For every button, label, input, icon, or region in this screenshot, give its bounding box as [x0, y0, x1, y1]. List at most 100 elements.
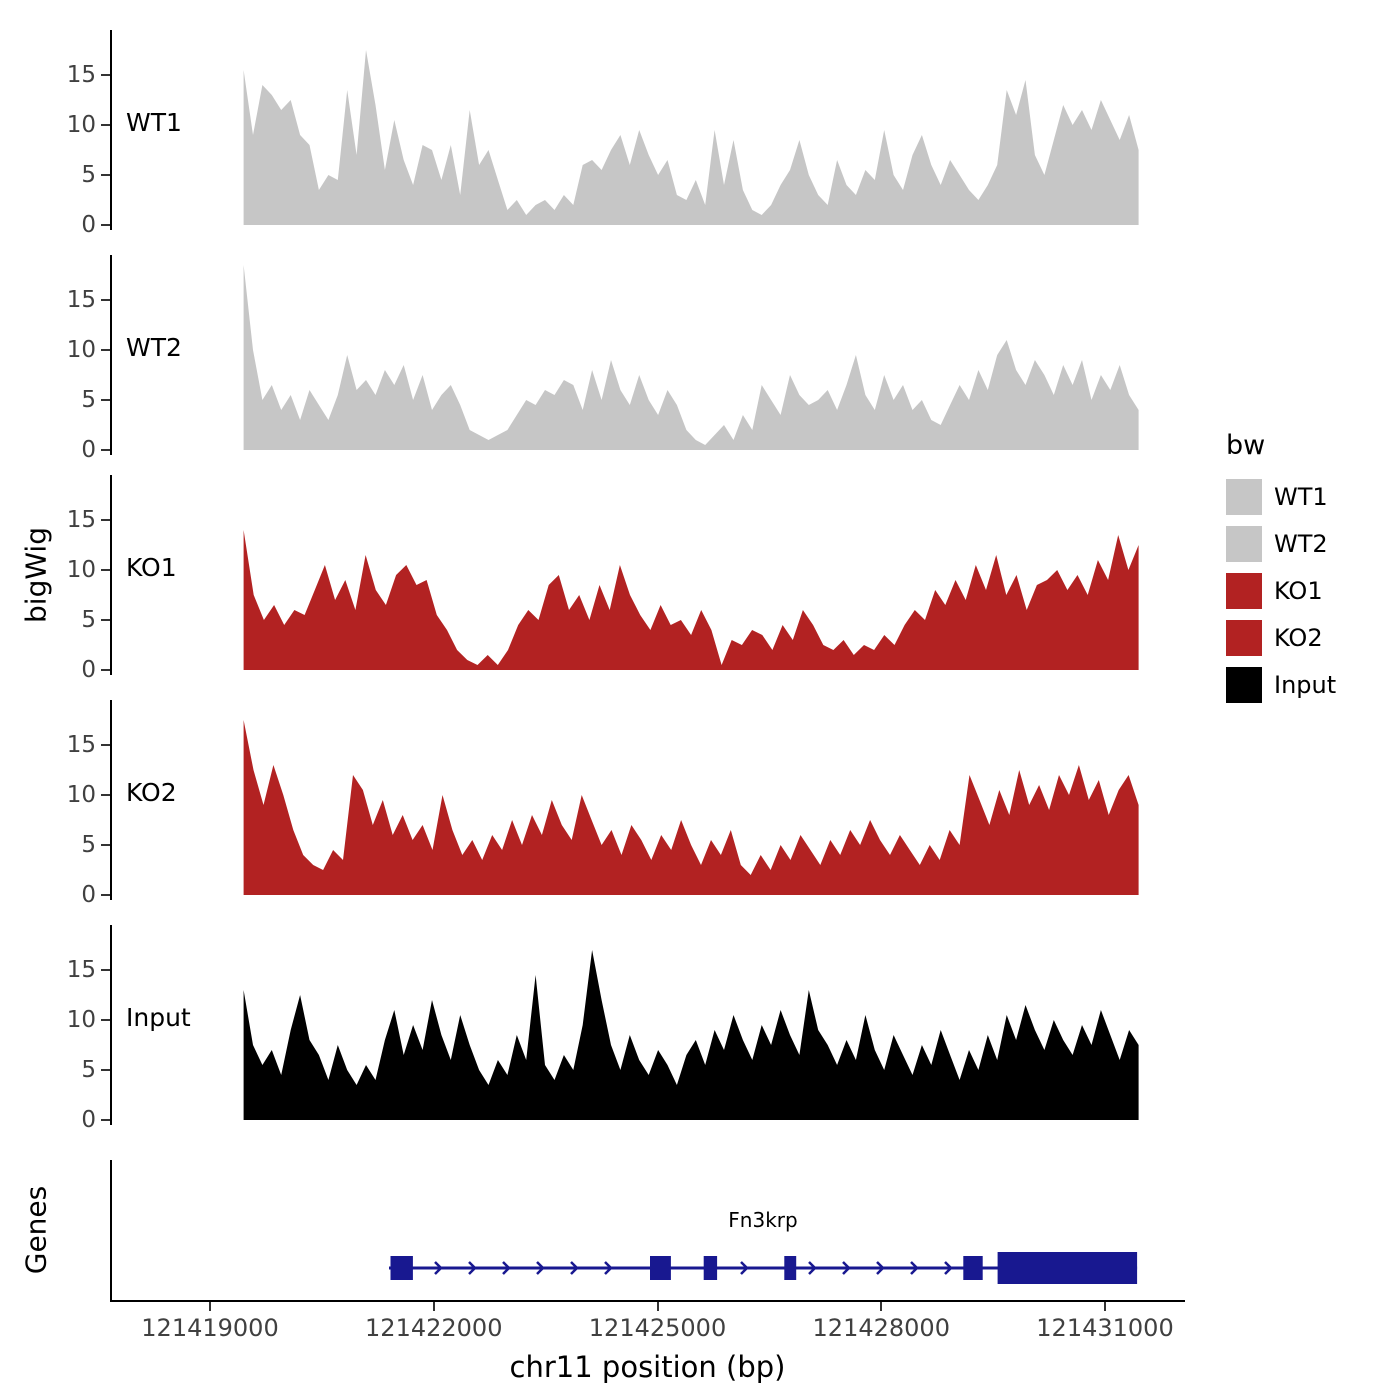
y-tick-mark: [101, 1019, 110, 1021]
area-input: [243, 950, 1139, 1120]
legend-item-input: Input: [1226, 667, 1336, 703]
track-label-wt1: WT1: [126, 108, 182, 137]
track-panel-wt1: WT1 0 5 10 15: [67, 30, 1185, 238]
y-tick-label: 0: [81, 1107, 96, 1133]
y-tick-mark: [101, 1069, 110, 1071]
track-label-wt2: WT2: [126, 333, 182, 362]
legend-label-ko1: KO1: [1274, 577, 1323, 605]
gene-exon: [784, 1256, 797, 1280]
y-tick-label: 5: [81, 607, 96, 633]
legend-item-wt2: WT2: [1226, 526, 1336, 562]
strand-arrow-icon: [740, 1261, 749, 1275]
legend-label-wt2: WT2: [1274, 530, 1328, 558]
y-tick-label: 10: [66, 337, 96, 363]
track-label-ko1: KO1: [126, 553, 177, 582]
y-tick-mark: [101, 894, 110, 896]
y-tick-label: 0: [81, 212, 96, 238]
y-tick-mark: [101, 794, 110, 796]
x-tick-label: 121431000: [1036, 1314, 1174, 1342]
strand-arrow-icon: [604, 1261, 613, 1275]
legend-swatch-input: [1226, 667, 1262, 703]
y-tick-mark: [101, 1119, 110, 1121]
y-tick-label: 15: [66, 507, 96, 533]
y-tick-label: 15: [66, 732, 96, 758]
y-tick-label: 0: [81, 882, 96, 908]
y-tick-mark: [101, 399, 110, 401]
y-tick-label: 5: [81, 162, 96, 188]
coverage-area-wt2: [243, 265, 1139, 450]
legend-label-ko2: KO2: [1274, 624, 1323, 652]
strand-arrow-icon: [876, 1261, 885, 1275]
y-tick-mark: [101, 124, 110, 126]
y-tick-label: 15: [66, 287, 96, 313]
area-ko1: [243, 530, 1139, 670]
genes-axis-title: Genes: [19, 1185, 53, 1275]
y-tick-mark: [101, 969, 110, 971]
y-tick-mark: [101, 449, 110, 451]
y-tick-mark: [101, 669, 110, 671]
strand-arrow-icon: [502, 1261, 511, 1275]
y-tick-mark: [101, 844, 110, 846]
y-tick-label: 5: [81, 387, 96, 413]
x-tick-label: 121422000: [365, 1314, 503, 1342]
y-tick-mark: [101, 174, 110, 176]
y-tick-mark: [101, 74, 110, 76]
legend-swatch-ko1: [1226, 573, 1262, 609]
gene-exon: [650, 1256, 671, 1280]
coverage-area-ko2: [243, 720, 1139, 895]
strand-arrow-icon: [842, 1261, 851, 1275]
strand-arrow-icon: [570, 1261, 579, 1275]
track-panel-ko2: KO2 0 5 10 15: [67, 700, 1185, 908]
coverage-area-wt1: [243, 50, 1139, 225]
y-tick-label: 10: [66, 557, 96, 583]
x-axis-title: chr11 position (bp): [509, 1350, 786, 1384]
y-tick-mark: [101, 569, 110, 571]
y-tick-label: 10: [66, 782, 96, 808]
x-tick-label: 121428000: [812, 1314, 950, 1342]
y-tick-label: 5: [81, 1057, 96, 1083]
x-tick-mark: [1104, 1302, 1106, 1311]
x-tick-label: 121425000: [588, 1314, 727, 1342]
strand-arrow-icon: [434, 1261, 443, 1275]
strand-arrow-icon: [468, 1261, 477, 1275]
y-axis-line: [110, 30, 112, 230]
x-tick-mark: [656, 1302, 659, 1311]
y-tick-label: 15: [66, 957, 96, 983]
track-label-ko2: KO2: [126, 778, 177, 807]
coverage-area-input: [243, 950, 1139, 1120]
y-tick-label: 5: [81, 832, 96, 858]
x-tick-mark: [880, 1302, 883, 1311]
gene-name-label: Fn3krp: [728, 1208, 798, 1232]
gene-exon: [997, 1252, 1138, 1284]
genes-axis-line: [110, 1160, 112, 1300]
y-tick-mark: [101, 224, 110, 226]
y-tick-mark: [101, 744, 110, 746]
strand-arrow-icon: [808, 1261, 817, 1275]
y-tick-mark: [101, 299, 110, 301]
strand-arrow-icon: [536, 1261, 545, 1275]
area-wt1: [243, 50, 1139, 225]
y-tick-label: 10: [66, 1007, 96, 1033]
track-panel-ko1: KO1 0 5 10 15: [67, 475, 1185, 683]
legend-swatch-wt2: [1226, 526, 1262, 562]
gene-model: [389, 1252, 1138, 1284]
y-tick-mark: [101, 519, 110, 521]
y-tick-label: 10: [66, 112, 96, 138]
track-panel-wt2: WT2 0 5 10 15: [67, 255, 1185, 463]
legend-title: bw: [1226, 430, 1266, 461]
legend-label-wt1: WT1: [1274, 483, 1328, 511]
gene-exon: [703, 1256, 718, 1280]
y-tick-label: 15: [66, 62, 96, 88]
y-tick-mark: [101, 619, 110, 621]
y-tick-mark: [101, 349, 110, 351]
strand-arrow-icon: [944, 1261, 953, 1275]
area-wt2: [243, 265, 1139, 450]
legend-item-wt1: WT1: [1226, 479, 1336, 515]
coverage-area-ko1: [243, 530, 1139, 670]
y-axis-line: [110, 925, 112, 1125]
strand-arrow-icon: [910, 1261, 919, 1275]
genes-panel: Fn3krp: [110, 1160, 1185, 1300]
x-tick-mark: [432, 1302, 435, 1311]
legend-item-ko1: KO1: [1226, 573, 1336, 609]
x-tick-label: 121419000: [141, 1314, 279, 1342]
